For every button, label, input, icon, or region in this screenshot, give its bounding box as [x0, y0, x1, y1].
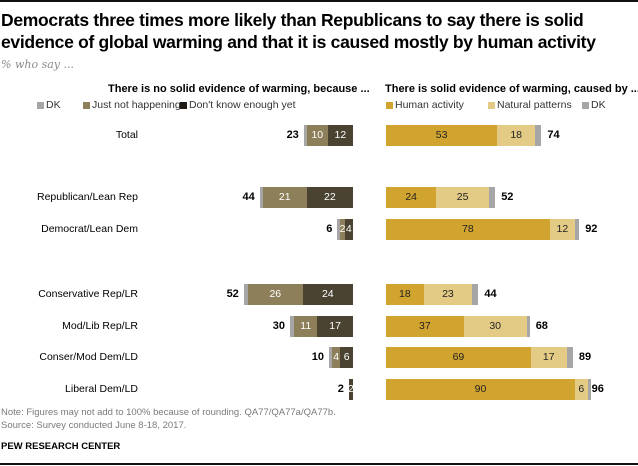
bar-dk-right [526, 315, 530, 337]
bar-dk-left [259, 186, 263, 208]
bar-natural-patterns: 30 [463, 315, 527, 337]
bar-natural-patterns: 17 [530, 346, 567, 368]
chart-title: Democrats three times more likely than R… [1, 10, 596, 52]
net-total-solid-evidence: 89 [578, 350, 592, 363]
net-total-no-evidence: 23 [286, 128, 299, 141]
bar-dk-left [290, 315, 295, 337]
bar-human-activity: 37 [386, 315, 464, 337]
legend-item-human-activity: Human activity [386, 99, 464, 111]
legend-item-natural-patterns: Natural patterns [488, 99, 572, 111]
bar-just-not-happening: 26 [248, 283, 303, 305]
bar-dk-left [303, 124, 307, 146]
bar-human-activity: 78 [386, 218, 550, 240]
row-label-conservative-rep-lr: Conservative Rep/LR [38, 287, 138, 300]
bar-natural-patterns: 25 [436, 186, 489, 208]
legend-label: Just not happening [92, 99, 181, 111]
bar-human-activity: 24 [386, 186, 437, 208]
net-total-solid-evidence: 44 [484, 287, 497, 300]
net-total-solid-evidence: 74 [547, 128, 560, 141]
bar-dont-know-enough: 2 [348, 378, 354, 400]
bar-dont-know-enough: 4 [344, 218, 353, 240]
legend-item-dk-left: DK [37, 99, 61, 111]
row-label-conser-mod-dem-ld: Conser/Mod Dem/LD [39, 350, 138, 363]
legend-label: Human activity [395, 99, 464, 111]
bar-dont-know-enough: 22 [306, 186, 353, 208]
brand-label: PEW RESEARCH CENTER [1, 441, 121, 452]
bar-dk-right [575, 218, 580, 240]
net-total-no-evidence: 6 [326, 222, 333, 235]
note-text: Note: Figures may not add to 100% becaus… [1, 407, 336, 418]
bar-dk-right [535, 124, 542, 146]
bar-dk-right [472, 283, 479, 305]
row-label-republican-lean-rep: Republican/Lean Rep [37, 190, 138, 203]
row-label-mod-lib-rep-lr: Mod/Lib Rep/LR [62, 319, 138, 332]
bar-natural-patterns: 23 [423, 283, 473, 305]
bar-just-not-happening: 10 [306, 124, 328, 146]
source-text: Source: Survey conducted June 8-18, 2017… [1, 420, 187, 431]
bar-just-not-happening: 21 [262, 186, 307, 208]
net-total-no-evidence: 30 [272, 319, 285, 332]
net-total-solid-evidence: 52 [501, 190, 514, 203]
row-label-total: Total [115, 128, 138, 141]
bottom-rule [0, 463, 638, 465]
legend-label: Natural patterns [497, 99, 572, 111]
net-total-solid-evidence: 96 [591, 382, 604, 395]
row-label-democrat-lean-dem: Democrat/Lean Dem [41, 222, 138, 235]
net-total-no-evidence: 2 [337, 382, 344, 395]
legend-swatch-dont-know-enough [180, 101, 187, 109]
bar-dk-right [566, 346, 573, 368]
bar-human-activity: 18 [386, 283, 424, 305]
row-label-liberal-dem-ld: Liberal Dem/LD [65, 382, 138, 395]
legend-item-dont-know-enough: Don't know enough yet [180, 99, 296, 111]
legend-item-just-not-happening: Just not happening [83, 99, 181, 111]
bar-just-not-happening: 11 [294, 315, 318, 337]
legend-swatch-dk [37, 101, 44, 109]
legend-swatch-dk [582, 101, 589, 109]
bar-natural-patterns: 18 [497, 124, 536, 146]
net-total-no-evidence: 52 [226, 287, 239, 300]
chart-note: Note: Figures may not add to 100% becaus… [1, 406, 336, 432]
legend-swatch-human-activity [386, 101, 393, 109]
bar-dont-know-enough: 12 [327, 124, 353, 146]
legend-swatch-natural-patterns [488, 101, 495, 109]
bar-just-not-happening: 2 [340, 218, 345, 240]
net-total-solid-evidence: 92 [585, 222, 598, 235]
bar-dk-left [329, 346, 332, 368]
bar-human-activity: 90 [386, 378, 575, 400]
bar-natural-patterns: 6 [575, 378, 588, 400]
bar-human-activity: 53 [386, 124, 498, 146]
bar-dk-left [243, 283, 248, 305]
net-total-solid-evidence: 68 [535, 319, 548, 332]
legend-label: DK [591, 99, 606, 111]
bar-dont-know-enough: 6 [340, 346, 353, 368]
bar-dk-right [587, 378, 591, 400]
legend-item-dk-right: DK [582, 99, 606, 111]
chart-subtitle: % who say ... [1, 58, 74, 71]
bar-dont-know-enough: 17 [317, 315, 353, 337]
legend-label: DK [46, 99, 61, 111]
bar-human-activity: 69 [386, 346, 531, 368]
left-panel-title: There is no solid evidence of warming, b… [108, 83, 370, 95]
bar-just-not-happening: 4 [332, 346, 341, 368]
top-rule [0, 0, 638, 2]
net-total-no-evidence: 10 [311, 350, 324, 363]
bar-dont-know-enough: 24 [302, 283, 353, 305]
net-total-no-evidence: 44 [242, 190, 255, 203]
bar-natural-patterns: 12 [549, 218, 575, 240]
legend-label: Don't know enough yet [189, 99, 296, 111]
right-panel-title: There is solid evidence of warming, caus… [385, 83, 638, 95]
bar-dk-right [488, 186, 496, 208]
bar-dk-left [337, 218, 341, 240]
legend-swatch-just-not-happening [83, 101, 90, 109]
